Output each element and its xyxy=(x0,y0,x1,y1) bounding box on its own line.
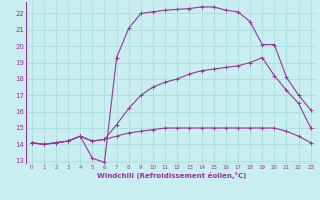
X-axis label: Windchill (Refroidissement éolien,°C): Windchill (Refroidissement éolien,°C) xyxy=(97,172,246,179)
